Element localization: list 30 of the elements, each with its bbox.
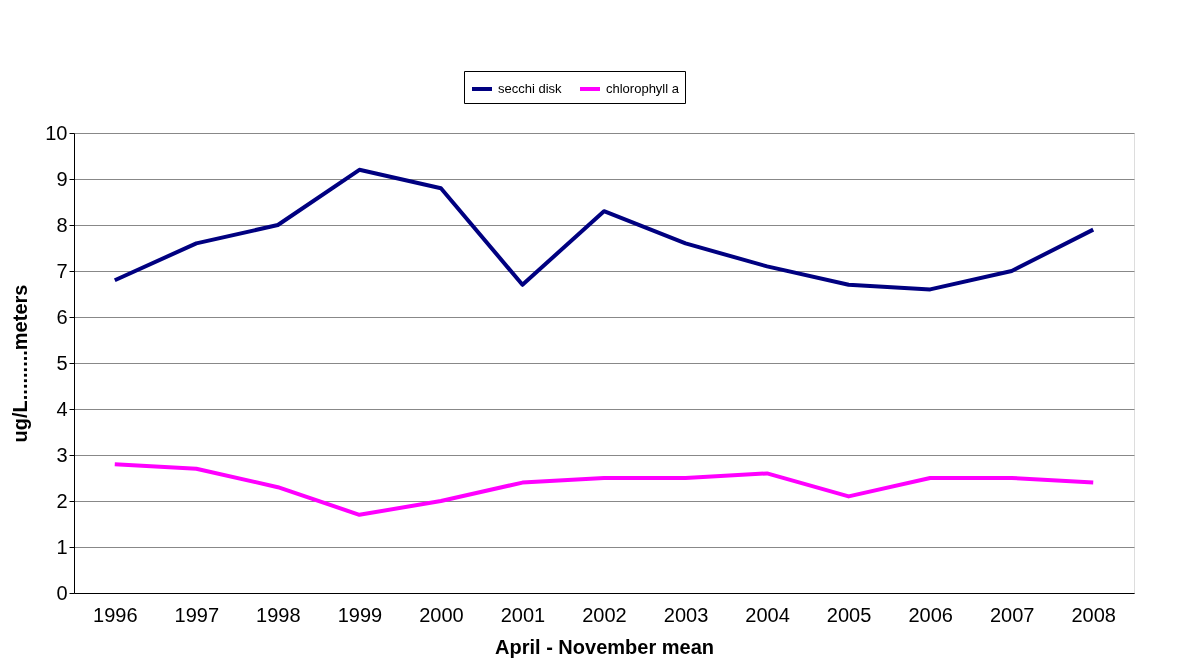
y-axis-title: ug/L.........meters	[9, 284, 32, 443]
y-tick-label: 7	[56, 259, 68, 282]
y-tick-label: 10	[45, 121, 68, 144]
x-tick-label: 1999	[337, 603, 383, 626]
y-tick-label: 0	[56, 581, 68, 604]
x-tick-label: 1998	[256, 603, 301, 626]
y-tick-label: 8	[56, 213, 68, 236]
x-tick-label: 2001	[500, 603, 546, 626]
legend-label: secchi disk	[498, 81, 563, 96]
x-tick-label: 2006	[908, 603, 953, 626]
line-series	[112, 167, 1096, 292]
x-tick-label: 1997	[174, 603, 220, 626]
legend-label: chlorophyll a	[606, 81, 680, 96]
y-tick-label: 5	[56, 351, 68, 374]
x-tick-label: 2007	[989, 603, 1035, 626]
line-series	[112, 462, 1096, 517]
x-tick-label: 2005	[826, 603, 872, 626]
y-tick-label: 3	[56, 443, 68, 466]
x-tick-label: 2003	[663, 603, 709, 626]
y-tick-label: 4	[56, 397, 68, 420]
y-tick-label: 2	[56, 489, 68, 512]
x-tick-label: 2002	[582, 603, 627, 626]
x-tick-label: 2000	[419, 603, 464, 626]
x-tick-label: 1996	[93, 603, 138, 626]
y-tick-label: 1	[56, 535, 68, 558]
x-tick-label: 2004	[745, 603, 790, 626]
x-axis-title: April - November mean	[495, 635, 714, 658]
x-tick-label: 2008	[1071, 603, 1116, 626]
y-tick-label: 6	[56, 305, 68, 328]
y-tick-label: 9	[56, 167, 68, 190]
